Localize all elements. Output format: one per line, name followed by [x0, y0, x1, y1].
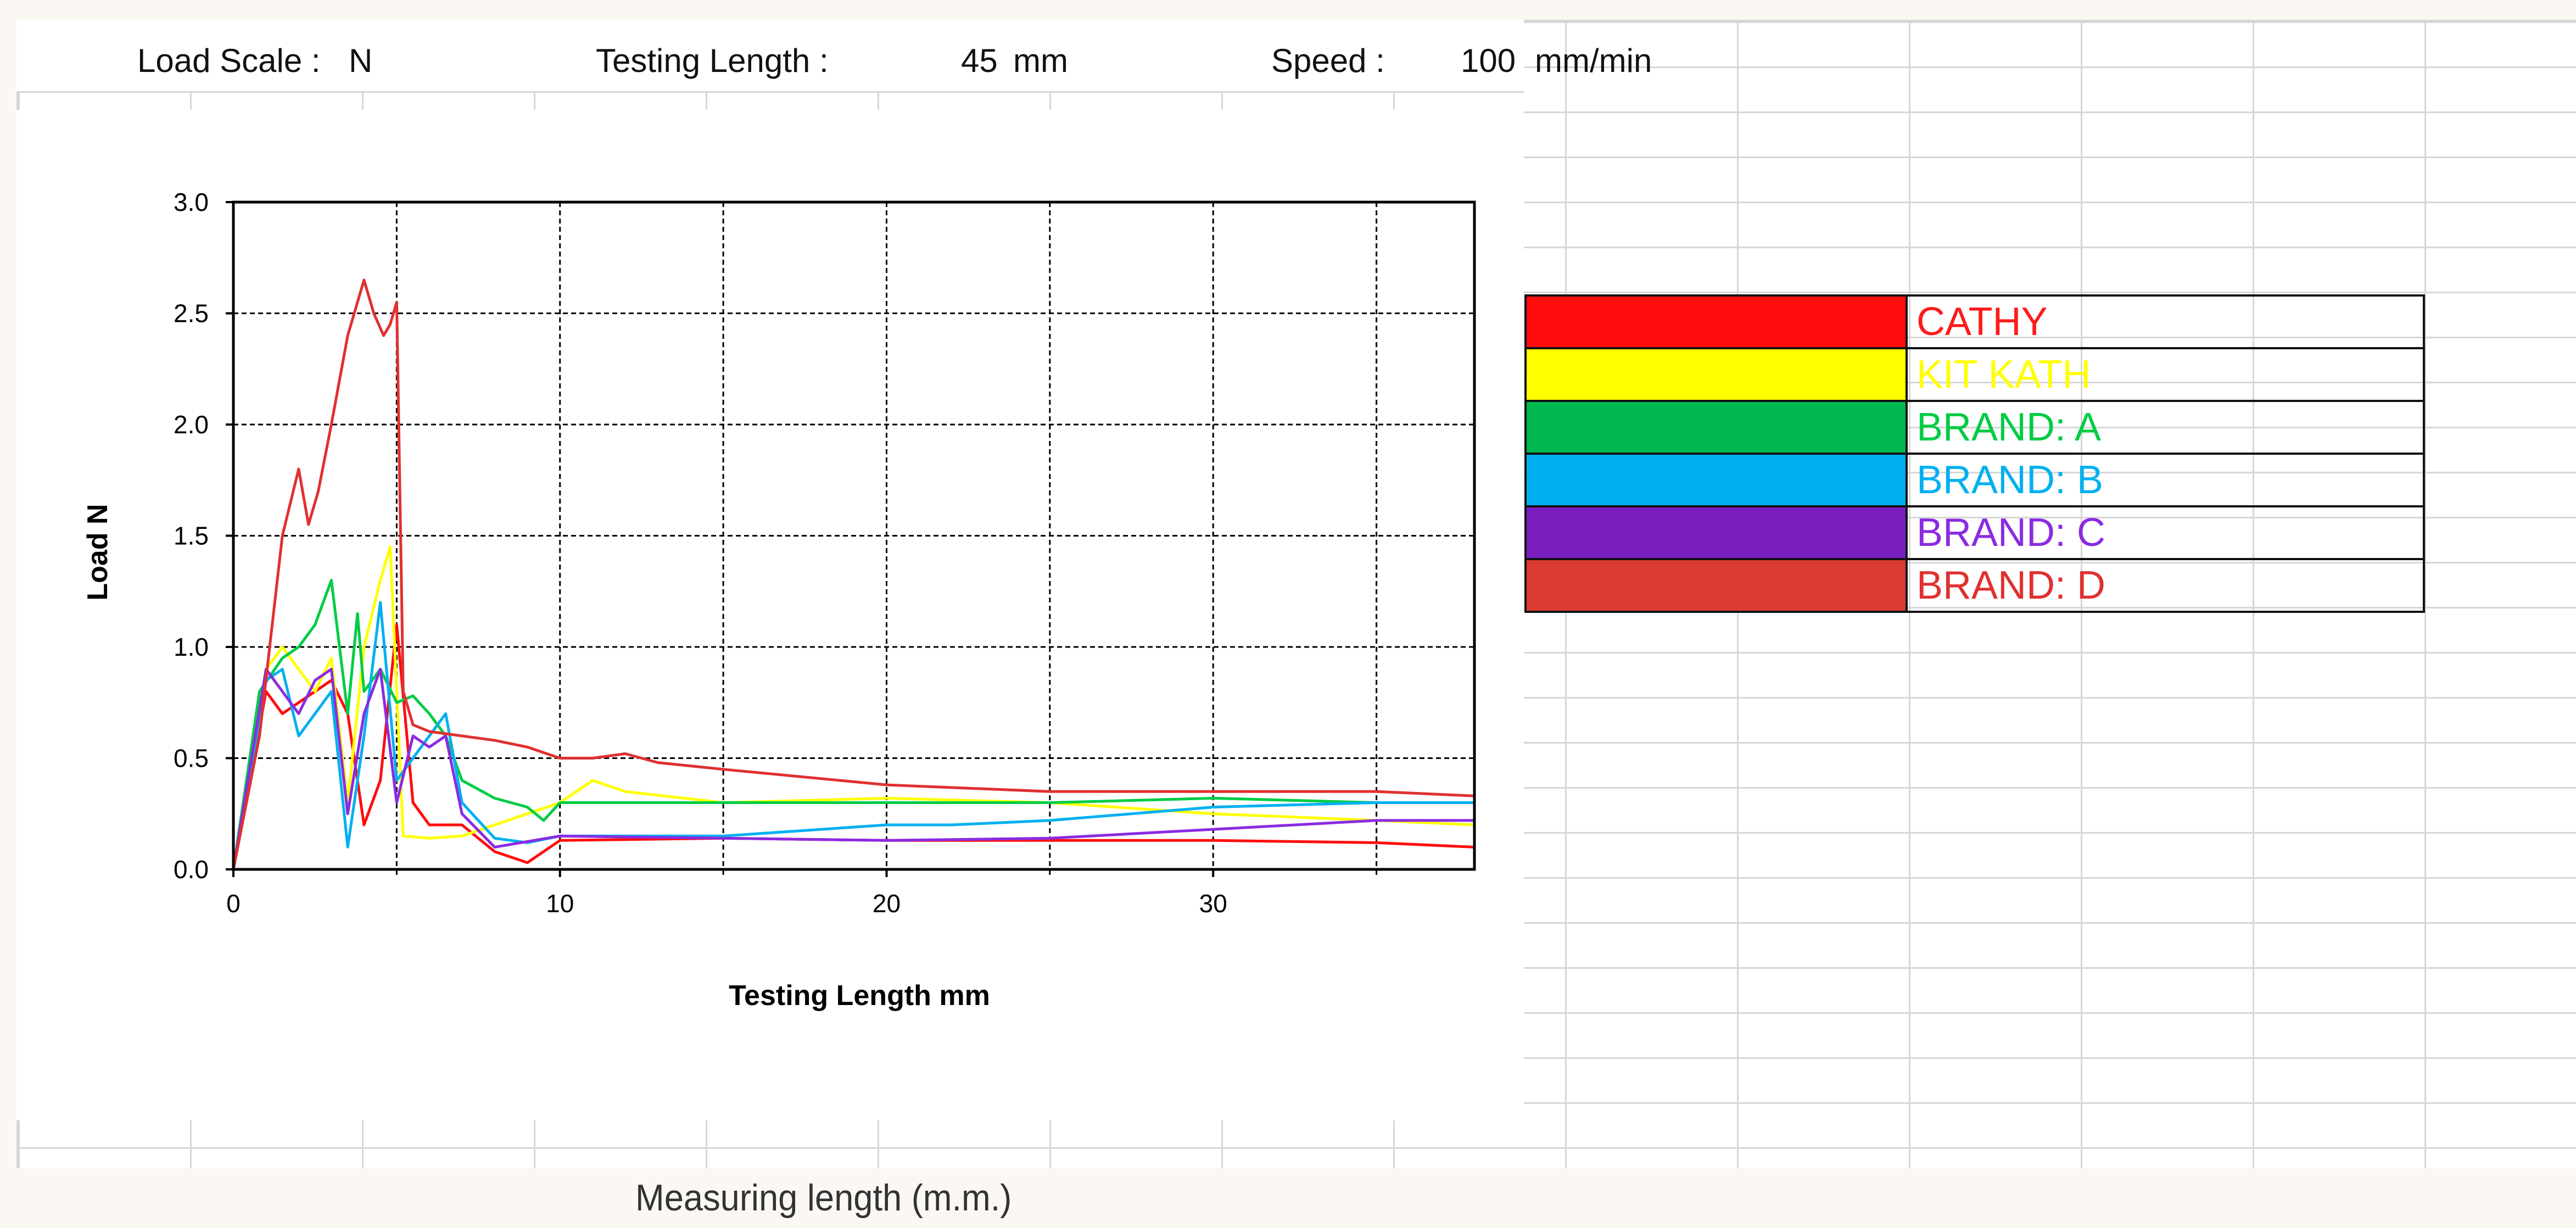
legend-swatch: [1524, 400, 1908, 455]
header-row: Load Scale : N Testing Length : 45 mm Sp…: [16, 20, 1652, 93]
legend-item: BRAND: B: [1524, 453, 2425, 507]
x-tick-label: 20: [873, 889, 901, 918]
y-axis-label: Load N: [82, 504, 114, 600]
speed-unit: mm/min: [1535, 42, 1652, 79]
series-line: [232, 601, 1474, 870]
speed-value: 100: [1461, 42, 1516, 79]
x-tick-label: 30: [1199, 889, 1227, 918]
testing-length-label: Testing Length :: [596, 42, 829, 79]
y-tick-label: 1.5: [174, 522, 209, 550]
load-scale-label: Load Scale :: [137, 42, 321, 79]
series-line: [232, 668, 1474, 870]
y-tick-label: 2.5: [174, 299, 209, 328]
legend-item: CATHY: [1524, 294, 2425, 349]
legend-label: CATHY: [1906, 294, 2425, 349]
x-axis-label: Testing Length mm: [729, 980, 990, 1012]
legend-item: BRAND: D: [1524, 558, 2425, 613]
testing-length-unit: mm: [1013, 42, 1068, 79]
speed-label: Speed :: [1271, 42, 1385, 79]
legend-swatch: [1524, 453, 1908, 507]
legend-swatch: [1524, 505, 1908, 560]
legend-label: BRAND: A: [1906, 400, 2425, 455]
y-tick-label: 1.0: [174, 633, 209, 661]
series-line: [232, 278, 1475, 870]
x-tick-label: 0: [226, 889, 241, 918]
y-tick-label: 2.0: [174, 410, 209, 439]
legend-item: KIT KATH: [1524, 347, 2425, 402]
legend-item: BRAND: A: [1524, 400, 2425, 455]
y-tick-label: 3.0: [174, 188, 209, 216]
series-line: [232, 623, 1475, 870]
testing-length-value: 45: [961, 42, 998, 79]
legend-label: BRAND: B: [1906, 453, 2425, 507]
legend-table: CATHY KIT KATH BRAND: A BRAND: B BRAND: C BRA…: [1524, 294, 2425, 613]
legend-label: KIT KATH: [1906, 347, 2425, 402]
legend-swatch: [1524, 558, 1908, 613]
legend-swatch: [1524, 294, 1908, 349]
x-tick-label: 10: [546, 889, 574, 918]
series-line: [232, 579, 1474, 870]
legend-label: BRAND: D: [1906, 558, 2425, 613]
legend-item: BRAND: C: [1524, 505, 2425, 560]
legend-swatch: [1524, 347, 1908, 402]
load-scale-value: N: [349, 42, 373, 79]
measuring-length-caption: Measuring length (m.m.): [635, 1177, 1012, 1219]
y-tick-label: 0.0: [174, 855, 209, 884]
y-tick-label: 0.5: [174, 744, 209, 773]
legend-label: BRAND: C: [1906, 505, 2425, 560]
